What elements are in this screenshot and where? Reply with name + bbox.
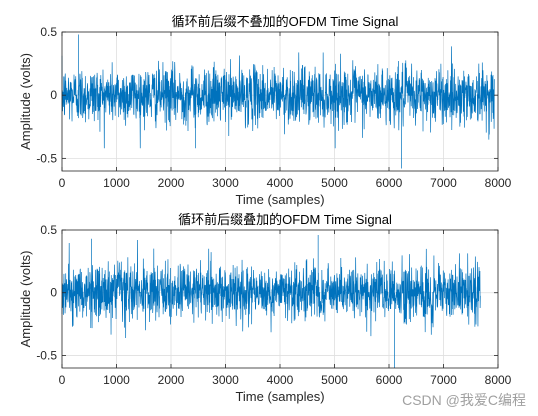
x-tick-label: 7000: [430, 373, 457, 387]
y-tick-label: 0: [50, 286, 57, 300]
x-tick-label: 0: [59, 373, 66, 387]
y-tick-label: 0.5: [40, 223, 57, 237]
x-tick-label: 4000: [267, 373, 294, 387]
y-tick-label: -0.5: [36, 348, 57, 362]
y-axis-label: Amplitude (volts): [18, 53, 33, 150]
x-tick-label: 8000: [485, 373, 512, 387]
x-tick-label: 5000: [321, 176, 348, 190]
x-tick-label: 6000: [376, 176, 403, 190]
y-tick-label: 0: [50, 88, 57, 102]
chart-2: 0 1000 2000 3000 4000 5000 6000 7000 8000-0.500.…: [18, 212, 512, 404]
x-tick-label: 8000: [485, 176, 512, 190]
x-tick-label: 5000: [321, 373, 348, 387]
x-axis-label: Time (samples): [235, 389, 324, 404]
signal-line: [61, 34, 495, 169]
y-tick-label: 0.5: [40, 25, 57, 39]
x-tick-label: 4000: [267, 176, 294, 190]
x-tick-label: 2000: [158, 373, 185, 387]
x-tick-label: 6000: [376, 373, 403, 387]
x-tick-label: 3000: [212, 176, 239, 190]
x-tick-label: 1000: [103, 373, 130, 387]
y-tick-label: -0.5: [36, 151, 57, 165]
x-tick-label: 3000: [212, 373, 239, 387]
x-tick-label: 2000: [158, 176, 185, 190]
chart-title: 循环前后缀不叠加的OFDM Time Signal: [172, 14, 399, 29]
x-axis-label: Time (samples): [235, 192, 324, 207]
signal-line: [61, 235, 481, 368]
x-tick-label: 7000: [430, 176, 457, 190]
watermark-text: CSDN @我爱C编程: [402, 392, 526, 408]
x-tick-label: 1000: [103, 176, 130, 190]
chart-title: 循环前后缀叠加的OFDM Time Signal: [178, 212, 392, 227]
chart-1: 0 1000 2000 3000 4000 5000 6000 7000 8000-0.500.…: [18, 14, 512, 207]
x-tick-label: 0: [59, 176, 66, 190]
y-axis-label: Amplitude (volts): [18, 251, 33, 348]
